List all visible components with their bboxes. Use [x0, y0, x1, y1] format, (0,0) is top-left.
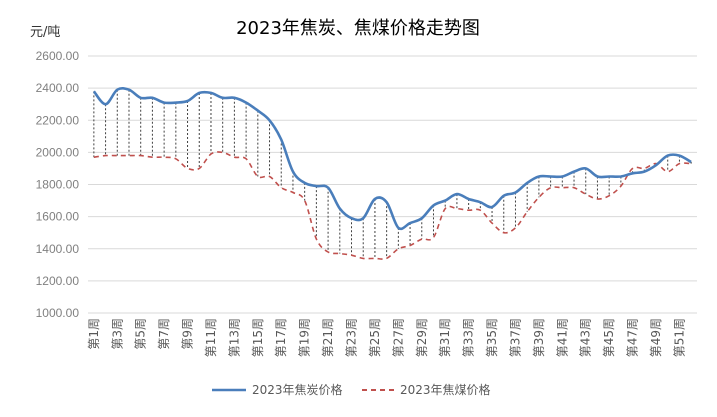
- x-tick-label: 第5周: [134, 318, 148, 350]
- legend-label-coke: 2023年焦炭价格: [252, 382, 343, 397]
- x-tick-label: 第15周: [251, 318, 265, 357]
- y-tick-label: 2400.00: [36, 81, 80, 95]
- x-tick-label: 第45周: [602, 318, 616, 357]
- x-tick-label: 第33周: [462, 318, 476, 357]
- x-tick-label: 第25周: [368, 318, 382, 357]
- x-tick-label: 第35周: [485, 318, 499, 357]
- gridlines: [88, 55, 697, 314]
- x-tick-label: 第23周: [345, 318, 359, 357]
- x-tick-label: 第11周: [204, 318, 218, 357]
- series-line-coking-coal: [93, 151, 692, 260]
- series-line-coke: [92, 87, 692, 231]
- series-lines: [92, 87, 692, 260]
- x-axis-tick-labels: 第1周 第3周 第5周 第7周 第9周 第11周 第13周 第15周 第17周 第19周 第21周第…: [87, 318, 687, 357]
- x-tick-label: 第47周: [626, 318, 640, 357]
- chart-title: 2023年焦炭、焦煤价格走势图: [236, 18, 480, 39]
- x-tick-label: 第1周: [87, 318, 101, 350]
- y-tick-label: 2000.00: [36, 145, 80, 159]
- x-tick-label: 第29周: [415, 318, 429, 357]
- y-tick-label: 1800.00: [36, 178, 80, 192]
- y-tick-label: 2200.00: [36, 113, 80, 127]
- y-tick-label: 1000.00: [36, 306, 80, 320]
- x-tick-label: 第49周: [649, 318, 663, 357]
- legend-label-coking-coal: 2023年焦煤价格: [400, 382, 491, 397]
- y-tick-label: 1400.00: [36, 242, 80, 256]
- y-tick-label: 1200.00: [36, 274, 80, 288]
- x-tick-label: 第3周: [110, 318, 124, 350]
- x-tick-label: 第7周: [157, 318, 171, 350]
- x-tick-label: 第13周: [227, 318, 241, 357]
- x-tick-label: 第37周: [508, 318, 522, 357]
- drop-lines: [93, 89, 692, 259]
- x-tick-label: 第17周: [274, 318, 288, 357]
- legend: 2023年焦炭价格 2023年焦煤价格: [212, 382, 491, 397]
- x-tick-label: 第9周: [181, 318, 195, 350]
- x-tick-label: 第43周: [579, 318, 593, 357]
- x-tick-label: 第41周: [555, 318, 569, 357]
- y-axis-tick-labels: 1000.00 1200.00 1400.00 1600.00 1800.00 2000.…: [36, 49, 80, 320]
- x-tick-label: 第39周: [532, 318, 546, 357]
- y-tick-label: 2600.00: [36, 49, 80, 63]
- y-axis-unit-label: 元/吨: [30, 25, 60, 40]
- x-tick-label: 第19周: [298, 318, 312, 357]
- x-tick-label: 第27周: [391, 318, 405, 357]
- x-tick-label: 第51周: [672, 318, 686, 357]
- x-tick-label: 第21周: [321, 318, 335, 357]
- y-tick-label: 1600.00: [36, 210, 80, 224]
- x-tick-label: 第31周: [438, 318, 452, 357]
